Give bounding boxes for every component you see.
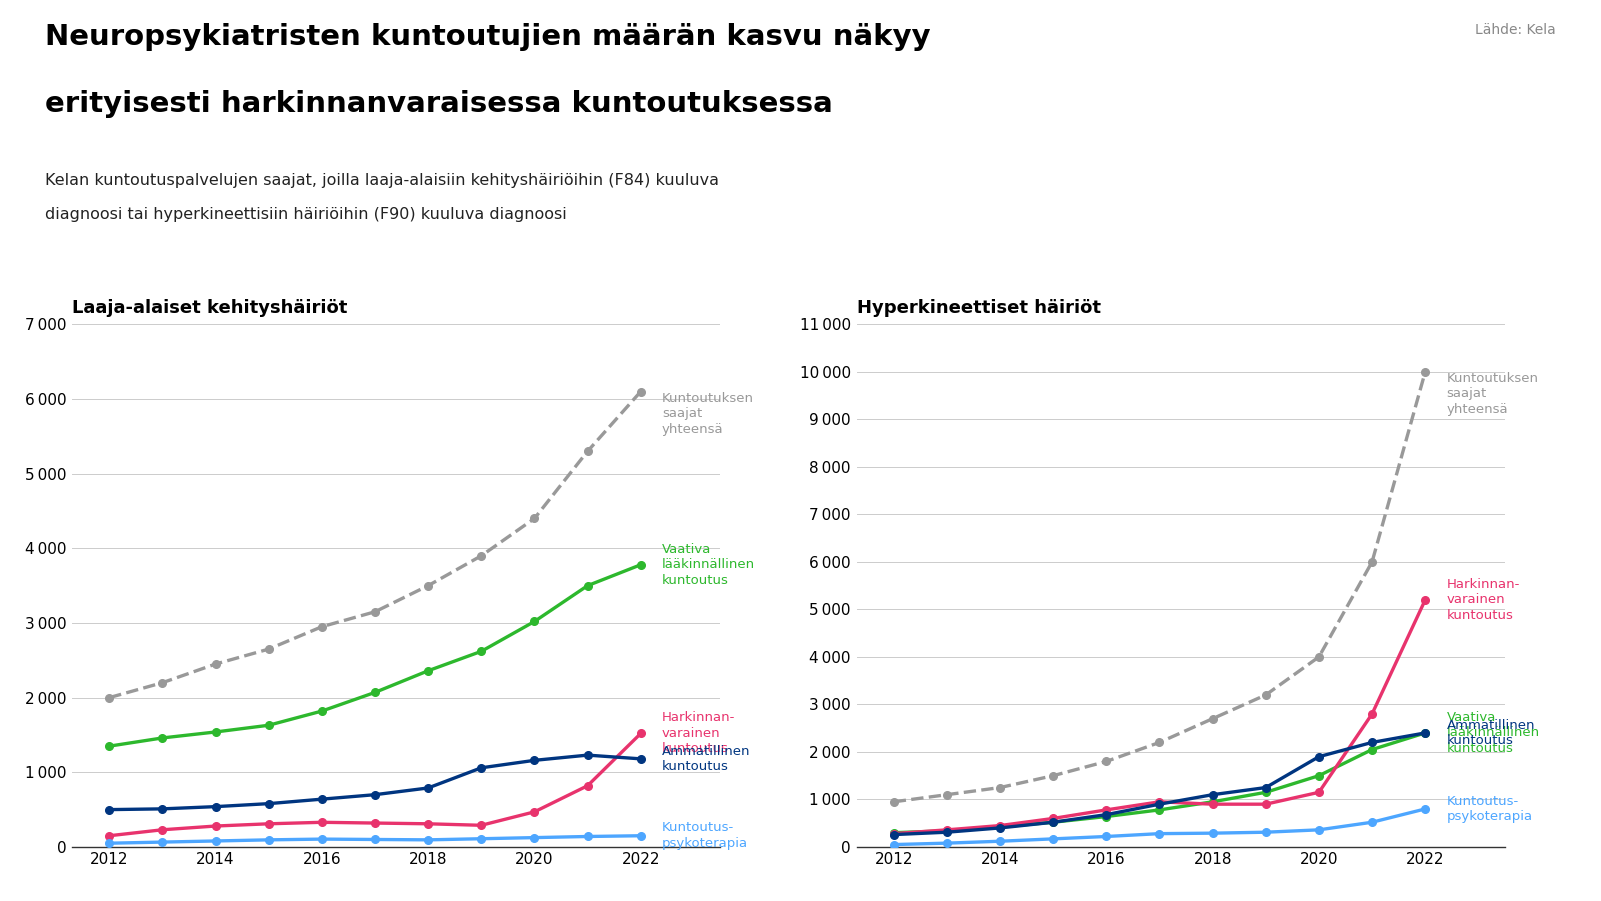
Text: Neuropsykiatristen kuntoutujien määrän kasvu näkyy: Neuropsykiatristen kuntoutujien määrän k… [45, 23, 930, 50]
Text: Hyperkineettiset häiriöt: Hyperkineettiset häiriöt [857, 299, 1100, 317]
Text: Lähde: Kela: Lähde: Kela [1476, 23, 1556, 37]
Text: Harkinnan-
varainen
kuntoutus: Harkinnan- varainen kuntoutus [661, 712, 735, 755]
Text: Harkinnan-
varainen
kuntoutus: Harkinnan- varainen kuntoutus [1446, 578, 1519, 622]
Text: Vaativa
lääkinnällinen
kuntoutus: Vaativa lääkinnällinen kuntoutus [1446, 711, 1540, 755]
Text: Vaativa
lääkinnällinen
kuntoutus: Vaativa lääkinnällinen kuntoutus [661, 542, 756, 587]
Text: Kuntoutuksen
saajat
yhteensä: Kuntoutuksen saajat yhteensä [661, 392, 754, 435]
Text: diagnoosi tai hyperkineettisiin häiriöihin (F90) kuuluva diagnoosi: diagnoosi tai hyperkineettisiin häiriöih… [45, 207, 567, 223]
Text: Kelan kuntoutuspalvelujen saajat, joilla laaja-alaisiin kehityshäiriöihin (F84) : Kelan kuntoutuspalvelujen saajat, joilla… [45, 173, 719, 188]
Text: Laaja-alaiset kehityshäiriöt: Laaja-alaiset kehityshäiriöt [72, 299, 347, 317]
Text: Kuntoutus-
psykoterapia: Kuntoutus- psykoterapia [1446, 795, 1532, 824]
Text: Ammatillinen
kuntoutus: Ammatillinen kuntoutus [661, 744, 751, 773]
Text: Ammatillinen
kuntoutus: Ammatillinen kuntoutus [1446, 719, 1535, 747]
Text: Kuntoutuksen
saajat
yhteensä: Kuntoutuksen saajat yhteensä [1446, 372, 1539, 416]
Text: Kuntoutus-
psykoterapia: Kuntoutus- psykoterapia [661, 822, 748, 850]
Text: erityisesti harkinnanvaraisessa kuntoutuksessa: erityisesti harkinnanvaraisessa kuntoutu… [45, 90, 833, 118]
